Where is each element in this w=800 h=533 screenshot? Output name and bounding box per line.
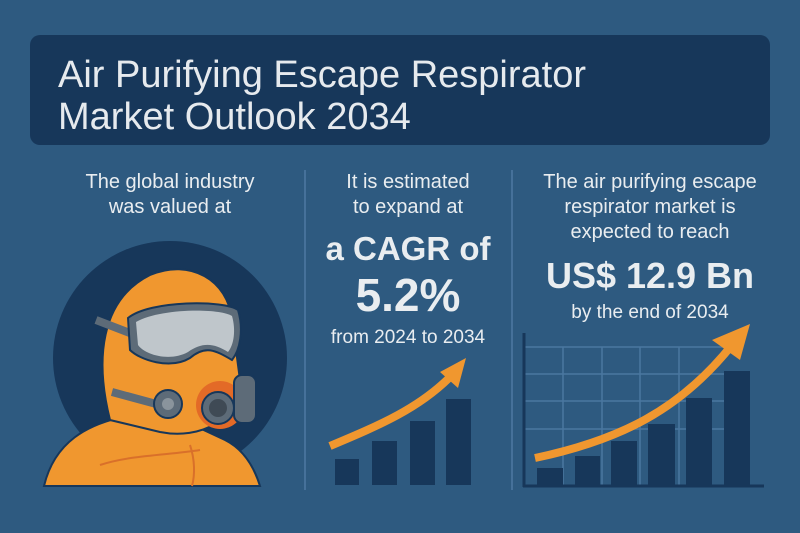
chart-bar: [724, 371, 750, 486]
col3-line-3: expected to reach: [570, 221, 730, 243]
cagr-growth-chart: [328, 358, 471, 485]
chart-bar: [335, 459, 359, 485]
cagr-value: 5.2%: [355, 269, 461, 321]
col2-line-1: It is estimated: [346, 171, 470, 193]
col1-line-1: The global industry: [85, 171, 255, 193]
column-divider: [511, 170, 513, 490]
growth-arrow-icon: [534, 342, 736, 462]
chart-bar: [611, 441, 637, 486]
chart-bar: [575, 456, 600, 486]
cagr-label: a CAGR of: [325, 230, 491, 267]
cagr-period: from 2024 to 2034: [330, 327, 486, 348]
col1-line-2: was valued at: [108, 196, 232, 218]
col1-text: The global industry was valued at: [86, 170, 255, 220]
growth-arrow-icon: [328, 372, 455, 450]
chart-bar: [537, 468, 563, 486]
market-value-year: by the end of 2034: [571, 302, 729, 323]
col3-line-1: The air purifying escape: [543, 171, 757, 193]
chart-bar: [410, 421, 435, 485]
title-line-2: Market Outlook 2034: [58, 96, 411, 138]
chart-bar: [446, 399, 471, 485]
market-value: US$ 12.9 Bn: [545, 255, 755, 296]
title-banner: Air Purifying Escape Respirator Market O…: [30, 35, 770, 145]
chart-bar: [686, 398, 712, 486]
column-divider: [304, 170, 306, 490]
market-growth-chart: [522, 324, 764, 488]
col2-line-2: to expand at: [352, 196, 464, 218]
col3-intro: The air purifying escape respirator mark…: [543, 170, 756, 245]
title-line-1: Air Purifying Escape Respirator: [58, 54, 586, 96]
col3-line-2: respirator market is: [564, 196, 736, 218]
col2-intro: It is estimated to expand at: [346, 170, 469, 220]
respirator-person-illustration: [42, 241, 287, 487]
chart-bar: [648, 424, 675, 486]
chart-bar: [372, 441, 397, 485]
